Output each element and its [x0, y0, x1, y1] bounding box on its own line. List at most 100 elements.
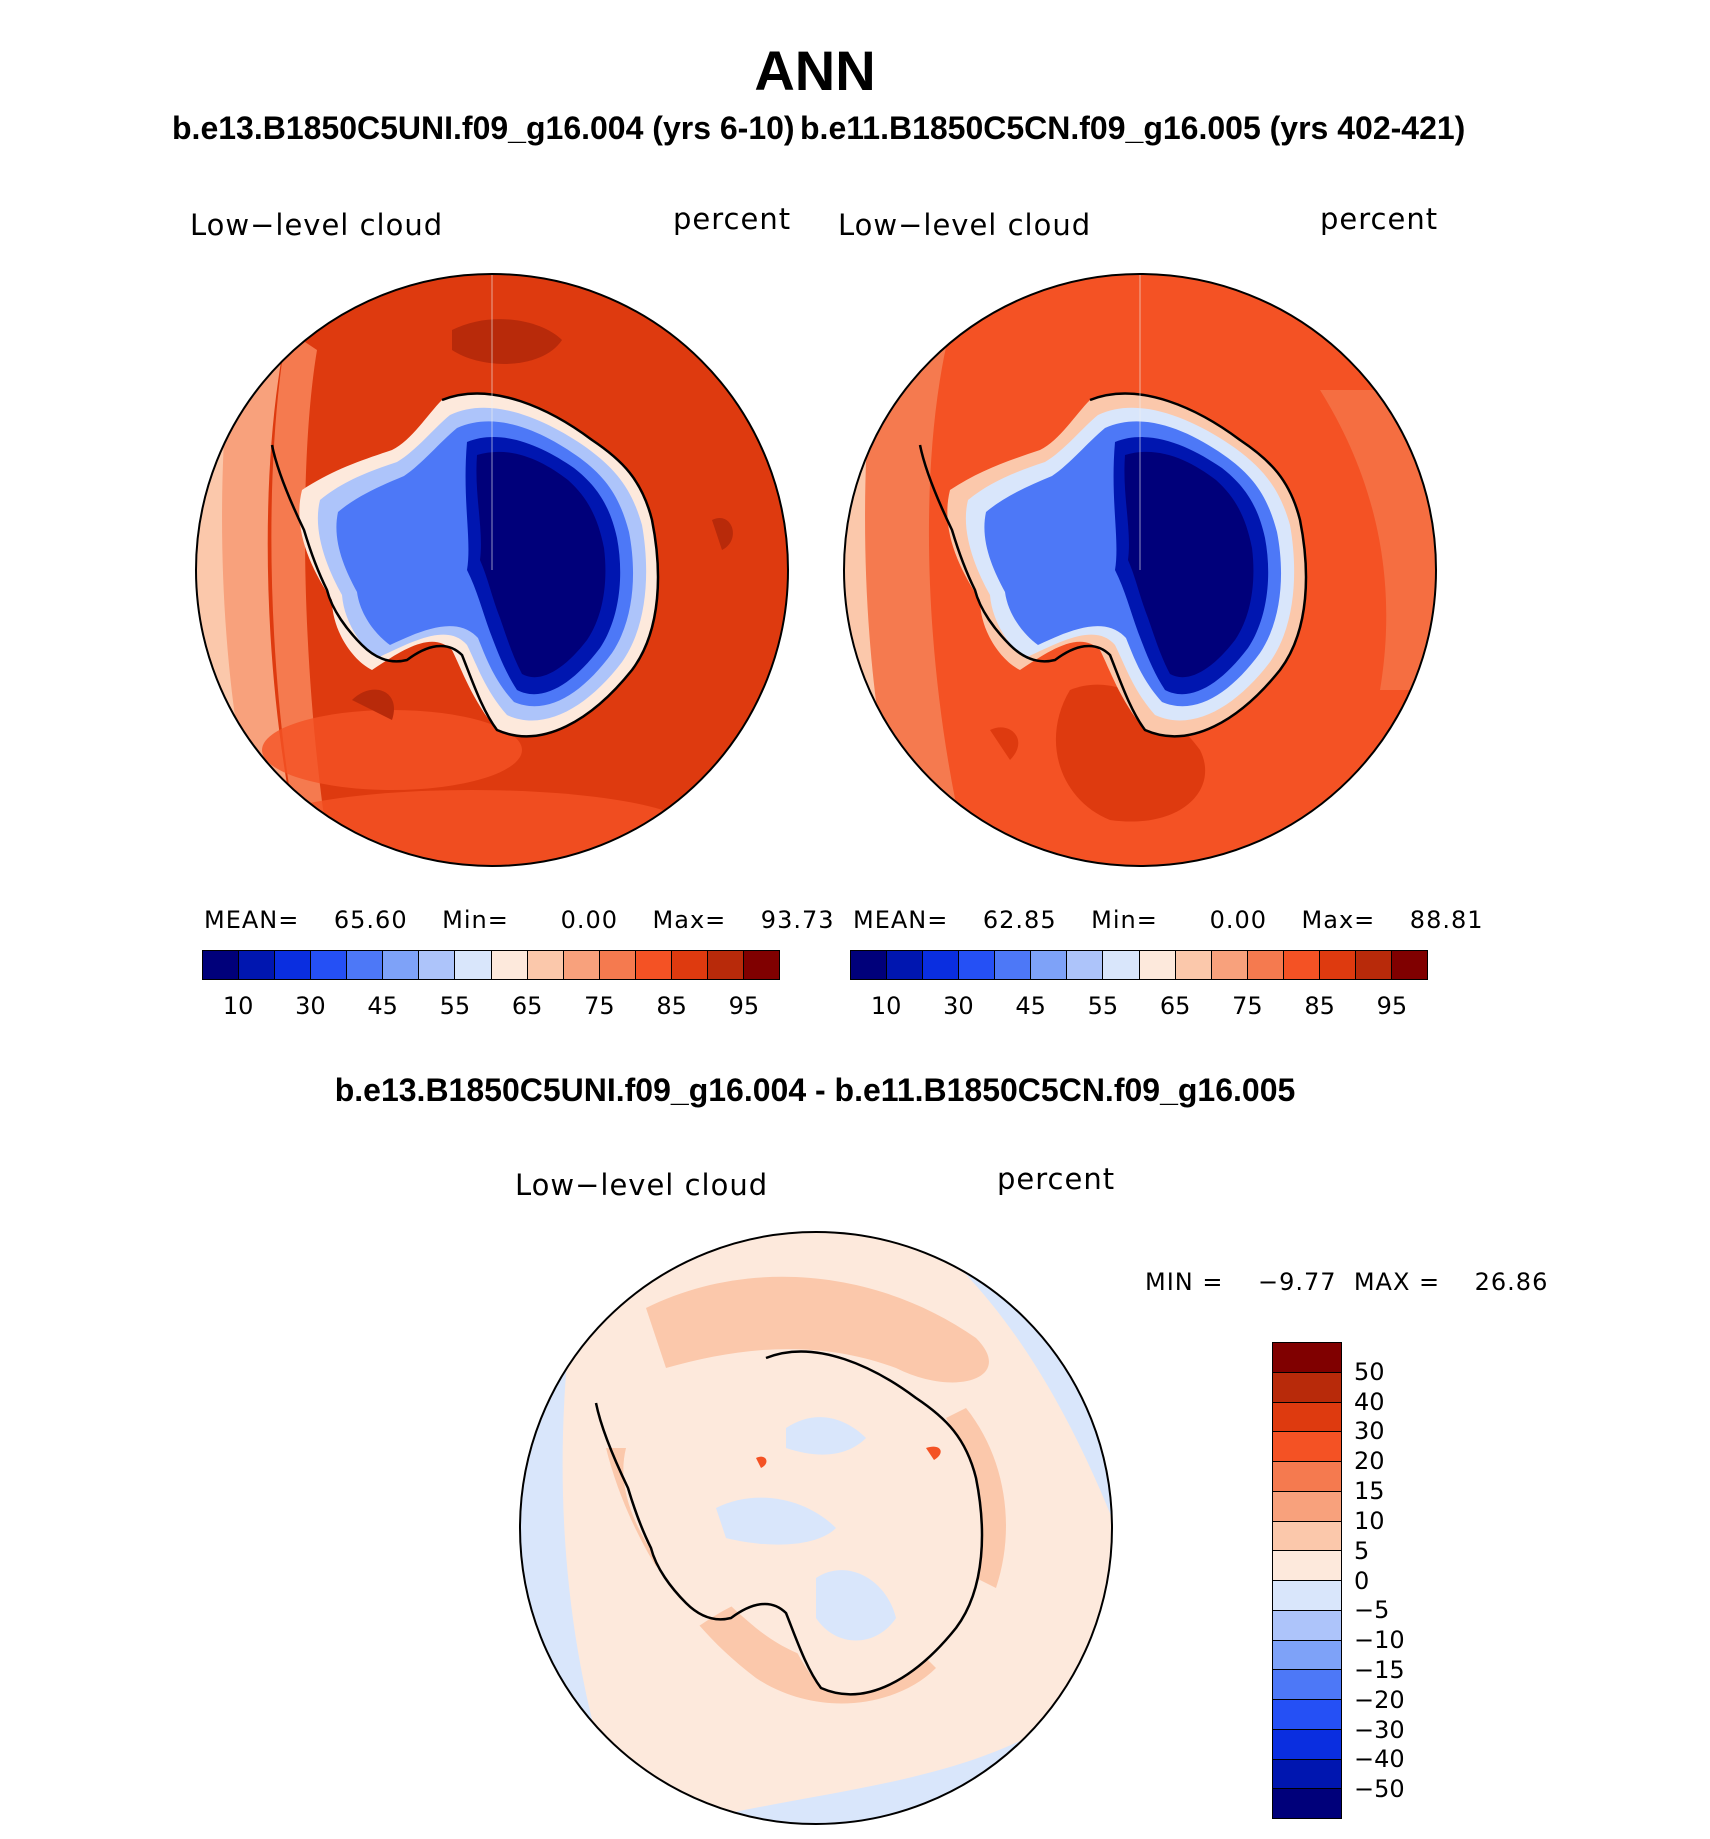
- colorbar-swatch: [635, 951, 672, 979]
- colorbar-swatch: [1273, 1551, 1341, 1581]
- colorbar-swatch: [923, 951, 960, 979]
- right-max-value: 88.81: [1409, 906, 1484, 934]
- colorbar-swatch: [1247, 951, 1284, 979]
- colorbar-swatch: [1273, 1789, 1341, 1818]
- colorbar-tick-label: 95: [1376, 992, 1408, 1020]
- colorbar-swatch: [311, 951, 348, 979]
- left-run-title: b.e13.B1850C5UNI.f09_g16.004 (yrs 6-10): [172, 110, 795, 146]
- colorbar-tick-label: 15: [1354, 1477, 1385, 1506]
- colorbar-swatch: [1273, 1581, 1341, 1611]
- colorbar-swatch: [1031, 951, 1068, 979]
- colorbar-swatch: [383, 951, 420, 979]
- colorbar-swatch: [275, 951, 312, 979]
- colorbar-swatch: [671, 951, 708, 979]
- left-min-label: Min=: [442, 906, 509, 934]
- colorbar-swatch: [1319, 951, 1356, 979]
- colorbar-tick-label: −40: [1354, 1745, 1405, 1774]
- colorbar-swatch: [995, 951, 1032, 979]
- colorbar-tick-label: 10: [870, 992, 902, 1020]
- right-mean-value: 62.85: [982, 906, 1057, 934]
- colorbar-swatch: [1067, 951, 1104, 979]
- colorbar-swatch: [851, 951, 888, 979]
- colorbar-swatch: [1273, 1610, 1341, 1641]
- right-polar-map: [843, 273, 1437, 867]
- colorbar-tick-label: 75: [1232, 992, 1263, 1020]
- colorbar-swatch: [599, 951, 636, 979]
- left-mean-label: MEAN=: [204, 906, 300, 934]
- diff-colorbar: [1272, 1342, 1342, 1819]
- right-max-label: Max=: [1301, 906, 1376, 934]
- colorbar-tick-label: 5: [1354, 1536, 1370, 1565]
- colorbar-swatch: [563, 951, 600, 979]
- colorbar-swatch: [887, 951, 924, 979]
- diff-max-value: 26.86: [1474, 1268, 1549, 1296]
- colorbar-tick-label: 75: [584, 992, 615, 1020]
- colorbar-swatch: [491, 951, 528, 979]
- colorbar-swatch: [1355, 951, 1392, 979]
- colorbar-tick-label: 95: [728, 992, 760, 1020]
- colorbar-tick-label: 0: [1354, 1566, 1370, 1595]
- right-field-label: Low−level cloud: [838, 208, 1092, 242]
- colorbar-swatch: [1273, 1491, 1341, 1522]
- colorbar-tick-label: 50: [1354, 1357, 1385, 1386]
- colorbar-swatch: [1273, 1521, 1341, 1552]
- colorbar-tick-label: −5: [1354, 1596, 1390, 1625]
- diff-field-label: Low−level cloud: [515, 1168, 769, 1202]
- colorbar-tick-label: 85: [656, 992, 687, 1020]
- colorbar-swatch: [1273, 1729, 1341, 1760]
- colorbar-tick-label: 30: [295, 992, 326, 1020]
- colorbar-swatch: [1283, 951, 1320, 979]
- left-colorbar: [202, 950, 780, 980]
- left-polar-map: [195, 273, 789, 867]
- colorbar-swatch: [1273, 1700, 1341, 1730]
- left-max-label: Max=: [652, 906, 727, 934]
- left-field-label: Low−level cloud: [190, 208, 444, 242]
- left-stats-row: MEAN= 65.60 Min= 0.00 Max= 93.73: [204, 906, 835, 934]
- left-min-value: 0.00: [560, 906, 619, 934]
- colorbar-swatch: [959, 951, 996, 979]
- colorbar-swatch: [1391, 951, 1427, 979]
- diff-run-title: b.e13.B1850C5UNI.f09_g16.004 - b.e11.B18…: [334, 1072, 1296, 1108]
- diff-polar-map: [519, 1231, 1113, 1825]
- figure-title: ANN: [754, 39, 876, 102]
- colorbar-tick-label: 40: [1354, 1387, 1385, 1416]
- colorbar-swatch: [1103, 951, 1140, 979]
- colorbar-swatch: [419, 951, 456, 979]
- right-min-value: 0.00: [1209, 906, 1268, 934]
- colorbar-swatch: [1273, 1640, 1341, 1671]
- diff-max-label: MAX =: [1353, 1268, 1441, 1296]
- colorbar-swatch: [743, 951, 779, 979]
- colorbar-tick-label: 20: [1354, 1447, 1385, 1476]
- colorbar-tick-label: 10: [222, 992, 254, 1020]
- right-min-label: Min=: [1091, 906, 1158, 934]
- colorbar-swatch: [455, 951, 492, 979]
- right-units-label: percent: [1320, 202, 1439, 236]
- colorbar-swatch: [1211, 951, 1248, 979]
- colorbar-swatch: [527, 951, 564, 979]
- colorbar-tick-label: 55: [1087, 992, 1119, 1020]
- colorbar-swatch: [1273, 1462, 1341, 1492]
- colorbar-swatch: [1273, 1343, 1341, 1373]
- right-colorbar: [850, 950, 1428, 980]
- diff-min-label: MIN =: [1145, 1268, 1224, 1296]
- left-units-label: percent: [673, 202, 792, 236]
- colorbar-tick-label: 45: [367, 992, 398, 1020]
- diff-stats-row: MIN = −9.77 MAX = 26.86: [1145, 1268, 1548, 1296]
- colorbar-tick-label: 30: [943, 992, 974, 1020]
- colorbar-swatch: [1273, 1670, 1341, 1700]
- colorbar-swatch: [1273, 1432, 1341, 1462]
- colorbar-swatch: [1139, 951, 1176, 979]
- colorbar-tick-label: 45: [1015, 992, 1046, 1020]
- right-mean-label: MEAN=: [853, 906, 949, 934]
- colorbar-swatch: [1175, 951, 1212, 979]
- colorbar-swatch: [1273, 1372, 1341, 1403]
- diff-min-value: −9.77: [1258, 1268, 1337, 1296]
- colorbar-tick-label: 85: [1304, 992, 1335, 1020]
- colorbar-tick-label: −30: [1354, 1715, 1405, 1744]
- colorbar-tick-label: −20: [1354, 1685, 1405, 1714]
- colorbar-tick-label: 30: [1354, 1417, 1385, 1446]
- colorbar-tick-label: −10: [1354, 1626, 1405, 1655]
- colorbar-swatch: [1273, 1759, 1341, 1790]
- colorbar-swatch: [239, 951, 276, 979]
- diff-units-label: percent: [997, 1162, 1116, 1196]
